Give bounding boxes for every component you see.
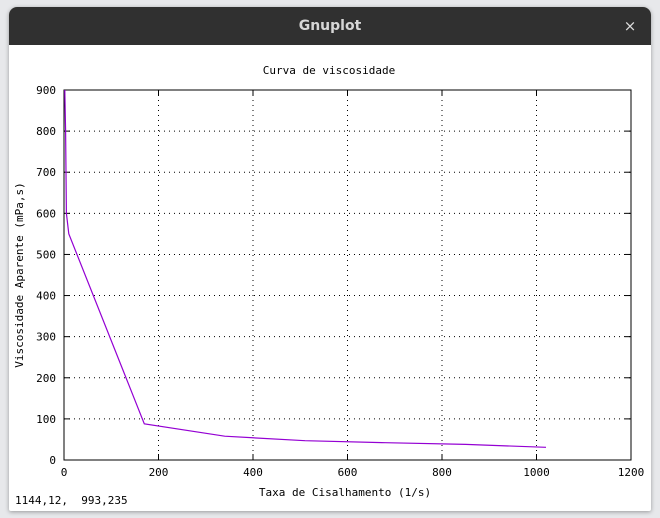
x-tick-label: 0 xyxy=(61,466,68,479)
y-axis-label: Viscosidade Aparente (mPa,s) xyxy=(13,182,26,367)
x-tick-label: 800 xyxy=(432,466,452,479)
y-tick-label: 300 xyxy=(36,331,56,344)
y-tick-label: 0 xyxy=(49,454,56,467)
x-tick-label: 1000 xyxy=(523,466,550,479)
series-line xyxy=(64,89,547,448)
y-tick-label: 500 xyxy=(36,248,56,261)
window-title: Gnuplot xyxy=(298,18,362,34)
y-tick-label: 400 xyxy=(36,290,56,303)
y-tick-label: 100 xyxy=(36,413,56,426)
y-tick-label: 200 xyxy=(36,372,56,385)
data-series xyxy=(64,89,547,448)
close-icon[interactable]: × xyxy=(623,17,637,35)
x-tick-label: 200 xyxy=(149,466,169,479)
x-tick-label: 600 xyxy=(338,466,358,479)
x-axis-label: Taxa de Cisalhamento (1/s) xyxy=(259,486,431,499)
y-tick-label: 700 xyxy=(36,166,56,179)
y-axis: 0 100 200 300 400 500 600 700 800 900 xyxy=(36,84,631,467)
y-tick-label: 600 xyxy=(36,207,56,220)
gnuplot-window: Gnuplot × Curva de viscosidade 0 200 400 60… xyxy=(9,7,651,511)
mouse-coordinates: 1144,12, 993,235 xyxy=(15,494,128,507)
grid-lines xyxy=(64,90,631,460)
chart-title: Curva de viscosidade xyxy=(263,64,395,77)
y-tick-label: 800 xyxy=(36,125,56,138)
title-bar[interactable]: Gnuplot × xyxy=(9,7,651,45)
x-tick-label: 1200 xyxy=(618,466,645,479)
viscosity-chart[interactable]: Curva de viscosidade 0 200 400 600 800 1000 12… xyxy=(9,45,651,511)
x-tick-label: 400 xyxy=(243,466,263,479)
y-tick-label: 900 xyxy=(36,84,56,97)
x-axis: 0 200 400 600 800 1000 1200 xyxy=(61,90,645,479)
plot-area[interactable]: Curva de viscosidade 0 200 400 600 800 1000 12… xyxy=(9,45,651,511)
